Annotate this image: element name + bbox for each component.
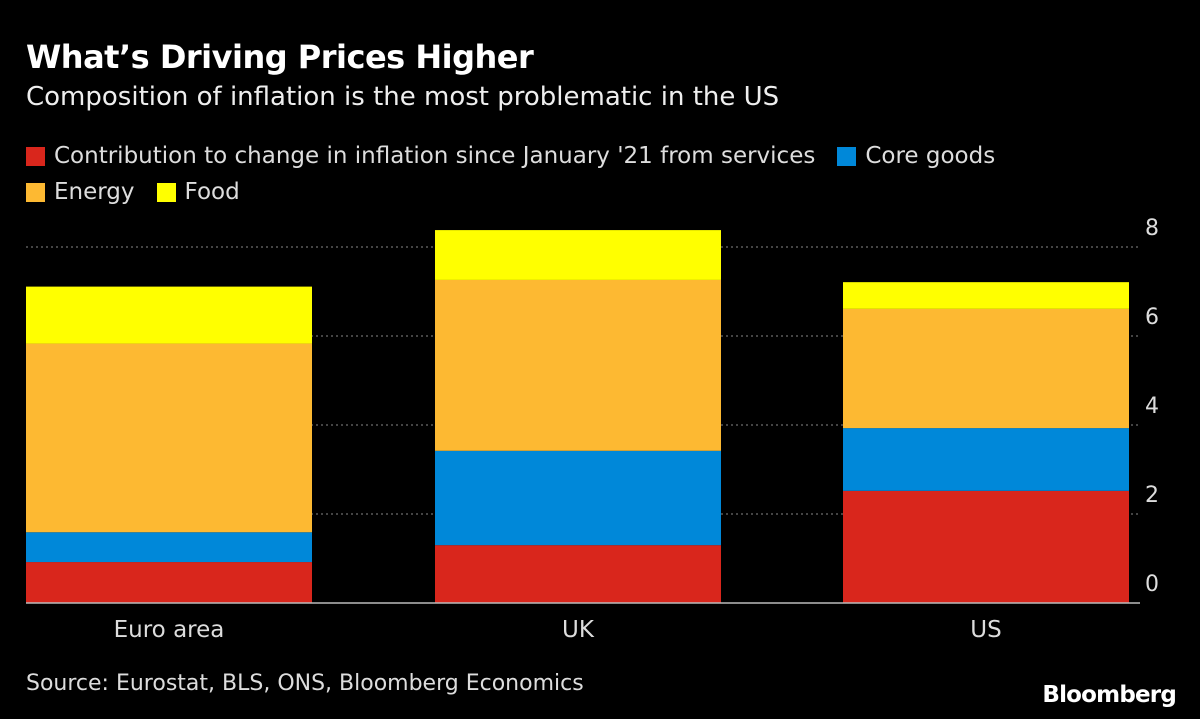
- x-tick-label: Euro area: [114, 617, 225, 643]
- legend-label: Core goods: [865, 143, 996, 169]
- bar-segment: [843, 490, 1129, 603]
- bar-segment: [435, 279, 721, 451]
- x-tick-label: US: [970, 617, 1001, 643]
- x-tick-label: UK: [562, 617, 595, 643]
- source-note: Source: Eurostat, BLS, ONS, Bloomberg Ec…: [26, 671, 584, 696]
- y-tick-label: 0: [1145, 572, 1159, 597]
- legend-item: Contribution to change in inflation sinc…: [26, 140, 815, 173]
- legend-item: Energy: [26, 176, 135, 209]
- bloomberg-logo: Bloomberg: [1042, 682, 1176, 708]
- legend-label: Food: [184, 179, 240, 205]
- y-tick-label: 4: [1145, 394, 1159, 419]
- y-tick-label: 2: [1145, 483, 1159, 508]
- legend-swatch: [26, 147, 45, 166]
- legend-label: Contribution to change in inflation sinc…: [54, 143, 816, 169]
- bar-segment: [26, 562, 312, 603]
- legend-item: Food: [156, 176, 240, 209]
- legend-swatch: [837, 147, 857, 166]
- chart-subtitle: Composition of inflation is the most pro…: [26, 82, 780, 112]
- bar-segment: [435, 450, 721, 546]
- bar-segment: [843, 308, 1129, 429]
- bar-segment: [435, 230, 721, 280]
- legend-swatch: [156, 183, 176, 202]
- bar-segment: [843, 282, 1129, 309]
- legend: Contribution to change in inflation sinc…: [26, 140, 1126, 212]
- bar-segment: [435, 545, 721, 603]
- legend-item: Core goods: [837, 140, 995, 173]
- bar-segment: [26, 343, 312, 533]
- y-tick-label: 8: [1145, 216, 1159, 241]
- y-tick-label: 6: [1145, 305, 1159, 330]
- bar-segment: [843, 428, 1129, 491]
- legend-swatch: [26, 183, 45, 202]
- legend-label: Energy: [54, 179, 135, 205]
- chart-title: What’s Driving Prices Higher: [26, 38, 534, 76]
- bar-segment: [26, 532, 312, 563]
- bar-segment: [26, 286, 312, 344]
